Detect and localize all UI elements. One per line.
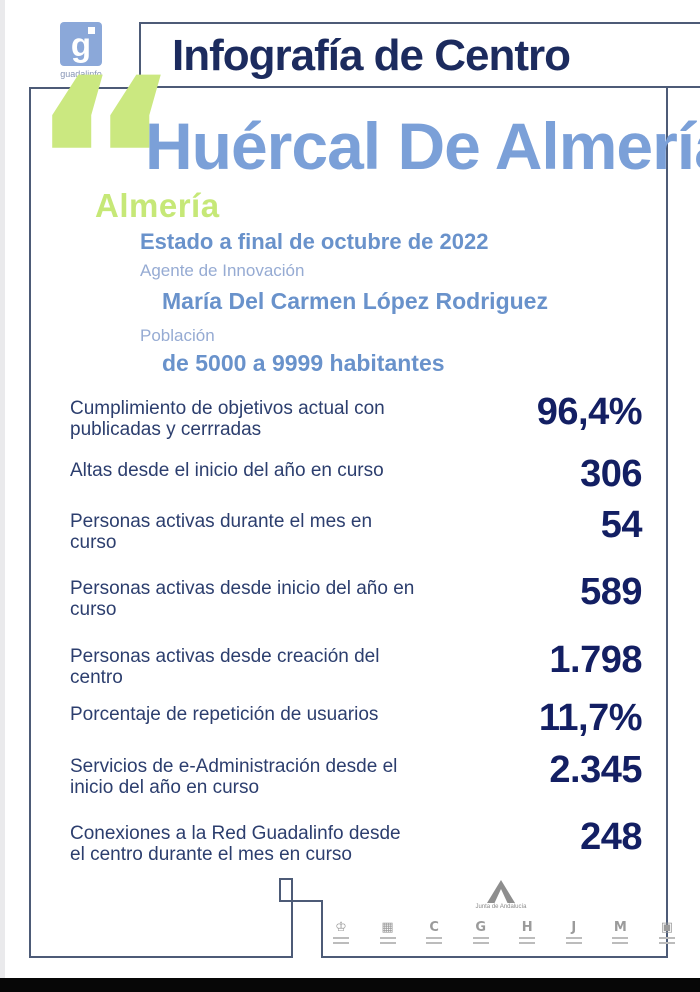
stat-value: 1.798 xyxy=(549,639,642,681)
stat-row: Cumplimiento de objetivos actual con pub… xyxy=(70,393,643,440)
stat-value: 96,4% xyxy=(536,391,643,433)
stat-label: Personas activas desde creación del cent… xyxy=(70,646,380,688)
guadalinfo-logo-icon: g xyxy=(60,22,102,66)
stat-label: Altas desde el inicio del año en curso xyxy=(70,460,384,481)
status-line: Estado a final de octubre de 2022 xyxy=(140,229,489,254)
agent-label: Agente de Innovación xyxy=(140,261,305,280)
partner-logo-7-icon: M xyxy=(612,920,629,944)
partner-logo-1-icon: ♔ xyxy=(333,920,349,944)
partner-logo-4-icon: G xyxy=(472,920,489,944)
stat-value: 589 xyxy=(580,571,642,613)
partner-logo-5-icon: H xyxy=(519,920,536,944)
stat-row: Altas desde el inicio del año en curso 3… xyxy=(70,455,642,493)
title-box-border xyxy=(139,22,700,88)
logo-dot-icon xyxy=(88,27,95,34)
guadalinfo-logo-glyph: g xyxy=(70,26,92,63)
stat-value: 306 xyxy=(580,453,642,495)
center-name: Huércal De Almería xyxy=(145,109,700,183)
stat-value: 54 xyxy=(600,504,643,546)
stat-label: Personas activas desde inicio del año en… xyxy=(70,578,415,620)
junta-de-andalucia-logo-icon xyxy=(487,880,515,903)
stat-value: 11,7% xyxy=(538,697,643,739)
quote-mark-icon: “ xyxy=(28,29,183,302)
population-value: de 5000 a 9999 habitantes xyxy=(162,350,445,376)
partner-logo-3-icon: C xyxy=(426,920,443,944)
stat-value: 248 xyxy=(580,816,642,858)
stat-label: Porcentaje de repetición de usuarios xyxy=(70,704,379,725)
partner-logos-row: ♔ ▦ C G H J M ▣ xyxy=(333,912,675,952)
guadalinfo-logo-caption: guadalinfo xyxy=(60,69,102,79)
page-title: Infografía de Centro xyxy=(172,31,571,80)
stat-label: Personas activas durante el mes en curso xyxy=(70,511,373,553)
province-label: Almería xyxy=(95,187,220,224)
stat-row: Personas activas desde inicio del año en… xyxy=(70,573,642,620)
junta-de-andalucia-label: Junta de Andalucía xyxy=(475,904,527,910)
stat-label: Servicios de e-Administración desde el i… xyxy=(70,756,398,798)
stat-label: Conexiones a la Red Guadalinfo desde el … xyxy=(70,823,401,865)
agent-name: María Del Carmen López Rodriguez xyxy=(162,288,548,314)
partner-logo-2-icon: ▦ xyxy=(379,920,396,944)
stat-row: Personas activas desde creación del cent… xyxy=(70,641,642,688)
partner-logo-6-icon: J xyxy=(565,920,582,944)
stat-row: Servicios de e-Administración desde el i… xyxy=(70,751,642,798)
stat-row: Personas activas durante el mes en curso… xyxy=(70,506,643,553)
stat-value: 2.345 xyxy=(549,749,642,791)
stat-row: Porcentaje de repetición de usuarios 11,… xyxy=(70,699,643,737)
stat-label: Cumplimiento de objetivos actual con pub… xyxy=(70,398,385,440)
partner-logo-8-icon: ▣ xyxy=(658,920,675,944)
content-box-border xyxy=(29,87,668,958)
population-label: Población xyxy=(140,326,215,345)
page-edge-shadow xyxy=(0,0,5,978)
screenshot-bottom-bar xyxy=(0,978,700,992)
stat-row: Conexiones a la Red Guadalinfo desde el … xyxy=(70,818,642,865)
